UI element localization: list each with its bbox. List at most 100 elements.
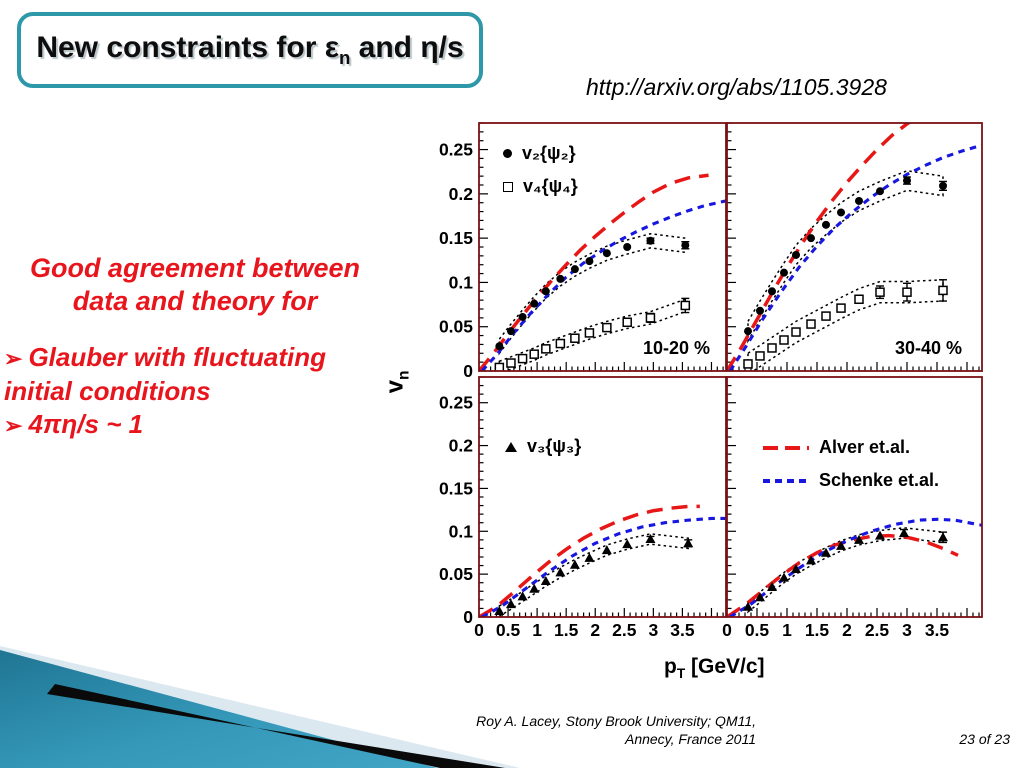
data-point-circle — [780, 268, 788, 277]
title-part1: New constraints for ε — [36, 31, 339, 64]
x-tick-label: 0.5 — [496, 620, 521, 640]
curve-alver — [479, 173, 709, 371]
panel-bottom-left: 0 0.5 1 1.5 2 2.5 3 3.5 0 0.05 0.1 0.15 0.2 0.25 — [439, 376, 727, 640]
panel-border — [726, 376, 983, 618]
data-point-triangle — [779, 572, 789, 582]
curve-alver — [727, 123, 912, 371]
data-point-circle — [903, 176, 911, 185]
y-tick-label: 0.15 — [439, 478, 473, 498]
bullet-eta: ➢ 4πη/s ~ 1 — [4, 408, 386, 442]
x-tick-label: 3 — [902, 620, 912, 640]
footer-credit-line1: Roy A. Lacey, Stony Brook University; QM… — [476, 713, 756, 729]
data-point-circle — [744, 327, 752, 336]
y-tick-label: 0 — [463, 361, 473, 381]
panel-top-left: 0 0.05 0.1 0.15 0.2 0.25 — [439, 122, 727, 381]
x-tick-label: 0 — [722, 620, 732, 640]
data-point-circle — [807, 234, 815, 243]
legend-theory: Alver et.al. Schenke et.al. — [763, 437, 939, 503]
legend-label-schenke: Schenke et.al. — [819, 470, 940, 490]
axis-ticks — [479, 376, 724, 617]
y-tick-label: 0.1 — [449, 521, 474, 541]
filled-circle-marker-icon — [503, 149, 512, 158]
data-point-square — [779, 335, 789, 345]
legend-row-v2: v₂{ψ₂} — [503, 143, 578, 164]
y-tick-label: 0.05 — [439, 564, 473, 584]
y-tick-label: 0.2 — [449, 184, 474, 204]
panel-data — [479, 173, 726, 371]
x-tick-label: 3 — [648, 620, 658, 640]
data-point-circle — [495, 342, 504, 351]
data-point-circle — [876, 187, 884, 196]
data-point-circle — [623, 243, 632, 251]
page-number: 23 of 23 — [959, 731, 1010, 747]
panel-data — [727, 123, 982, 371]
curve-schenke — [728, 143, 982, 371]
data-point-circle — [756, 306, 764, 315]
x-tick-label: 3.5 — [670, 620, 695, 640]
panel-border — [726, 122, 983, 372]
data-point-square — [555, 338, 566, 349]
data-point-triangle — [622, 539, 633, 549]
x-tick-label: 1 — [782, 620, 792, 640]
legend-label-v4: v₄{ψ₄} — [523, 176, 578, 196]
curve-schenke — [481, 516, 726, 617]
data-point-circle — [570, 265, 579, 274]
data-point-triangle — [875, 530, 885, 540]
data-point-circle — [530, 299, 539, 308]
legend-row-schenke: Schenke et.al. — [763, 470, 939, 491]
data-point-triangle — [540, 576, 551, 585]
data-point-square — [494, 362, 505, 371]
uncertainty-band — [747, 527, 944, 614]
message-heading-line1: Good agreement between — [29, 253, 361, 283]
data-point-circle — [681, 241, 690, 250]
legend-label-v3: v₃{ψ₃} — [527, 436, 582, 456]
x-tick-label: 2.5 — [612, 620, 637, 640]
data-point-triangle — [584, 552, 595, 562]
x-tick-label: 0 — [474, 620, 484, 640]
data-point-square — [506, 358, 516, 368]
data-point-triangle — [938, 532, 948, 542]
uncertainty-band — [498, 533, 689, 617]
data-point-triangle — [601, 545, 612, 555]
uncertainty-band — [747, 170, 944, 344]
legend-row-v4: v₄{ψ₄} — [503, 176, 578, 197]
data-point-square — [584, 328, 595, 338]
y-tick-label: 0.25 — [439, 140, 473, 160]
data-point-square — [743, 359, 753, 369]
filled-triangle-marker-icon — [505, 441, 517, 452]
data-point-triangle — [899, 528, 909, 537]
data-point-circle — [837, 208, 845, 217]
data-point-square — [529, 349, 539, 359]
title-subscript: n — [338, 47, 351, 68]
data-point-square — [680, 300, 691, 311]
y-axis-title: vn — [381, 370, 413, 394]
legend-row-v3: v₃{ψ₃} — [505, 436, 581, 457]
data-point-square — [791, 327, 801, 337]
x-tick-label: 1.5 — [554, 620, 579, 640]
data-point-triangle — [821, 547, 831, 557]
data-point-triangle — [791, 564, 801, 573]
data-point-triangle — [854, 534, 864, 544]
curve-schenke — [480, 199, 726, 371]
y-tick-label: 0.15 — [439, 228, 473, 248]
x-tick-label: 1.5 — [805, 620, 830, 640]
legend-bottom-left-panel: v₃{ψ₃} — [505, 436, 581, 469]
data-point-triangle — [569, 559, 580, 569]
bullet-glauber-line2: initial conditions — [4, 376, 211, 406]
data-point-circle — [939, 181, 947, 190]
decor-black-stripe — [47, 684, 505, 768]
y-tick-label: 0 — [463, 607, 473, 627]
data-point-square — [570, 333, 580, 343]
data-point-square — [541, 344, 551, 354]
corner-decoration — [0, 646, 520, 768]
data-point-triangle — [806, 555, 816, 565]
open-square-marker-icon — [503, 181, 513, 192]
y-tick-label: 0.25 — [439, 393, 473, 413]
legend-top-left-panel: v₂{ψ₂} v₄{ψ₄} — [503, 143, 578, 209]
curve-schenke — [729, 517, 982, 617]
centrality-label-30-40: 30-40 % — [894, 338, 962, 358]
data-point-square — [938, 285, 948, 296]
data-point-triangle — [494, 606, 505, 615]
